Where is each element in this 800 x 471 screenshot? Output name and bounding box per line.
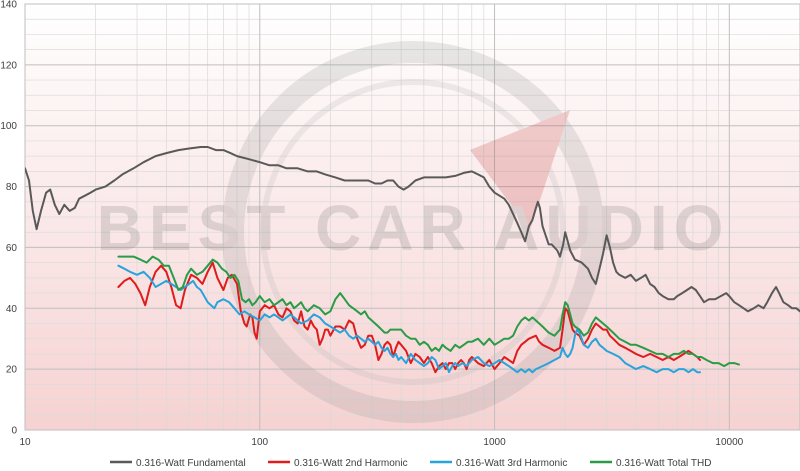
series-layer [25,146,800,374]
series-line-3 [117,264,701,374]
legend-label: 0.316-Watt 3rd Harmonic [456,458,567,469]
watermark-logo: BEST CAR AUDIO [97,41,730,423]
series-line-4 [117,255,740,368]
grid-major [24,3,800,431]
series-line-1 [25,146,800,313]
y-tick-label: 60 [6,243,18,254]
x-tick-label: 10000 [715,437,743,448]
y-tick-label: 20 [6,365,18,376]
y-tick-label: 0 [11,426,17,437]
y-tick-label: 80 [6,182,18,193]
legend-label: 0.316-Watt Total THD [616,458,711,469]
legend-label: 0.316-Watt 2nd Harmonic [294,458,408,469]
legend-label: 0.316-Watt Fundamental [136,458,246,469]
plot-border [24,3,800,431]
x-tick-label: 10 [19,437,31,448]
y-tick-label: 100 [0,121,17,132]
x-tick-label: 1000 [483,437,506,448]
x-tick-label: 100 [251,437,268,448]
series-line-2 [117,261,701,374]
legend: 0.316-Watt Fundamental 0.316-Watt 2nd Har… [110,458,711,469]
y-tick-label: 40 [6,304,18,315]
y-tick-label: 140 [0,0,17,11]
axis-labels: 0 20 40 60 80 100 120 140 10 100 1000 10000 [0,0,743,448]
y-tick-label: 120 [0,60,17,71]
watermark-text: BEST CAR AUDIO [97,192,730,264]
